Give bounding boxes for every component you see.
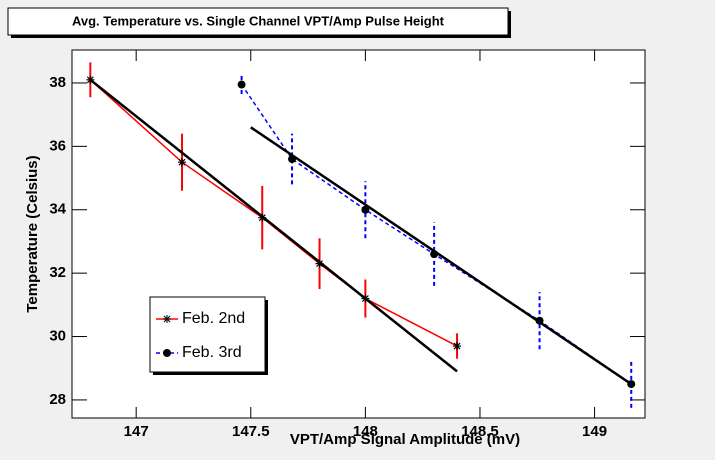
point: [361, 205, 370, 214]
y-tick-label: 36: [49, 137, 66, 154]
y-axis-label: Temperature (Celsius): [24, 155, 41, 312]
x-axis-label: VPT/Amp Signal Amplitude (mV): [290, 431, 520, 448]
legend-label: Feb. 2nd: [182, 310, 245, 327]
x-tick-label: 148: [353, 423, 378, 440]
series-line: [240, 84, 632, 385]
title-box: [7, 7, 509, 36]
y-tick-label: 30: [49, 328, 66, 345]
fit-line: [89, 78, 458, 373]
x-tick-label: 147.5: [232, 423, 270, 440]
point: [237, 80, 246, 89]
point: [86, 75, 95, 84]
x-tick-label: 148.5: [461, 423, 499, 440]
y-tick-label: 32: [49, 264, 66, 281]
x-tick-label: 149: [582, 423, 607, 440]
legend-box: [149, 296, 266, 373]
legend-marker: [163, 349, 171, 357]
y-tick-label: 34: [49, 201, 66, 218]
x-tick-label: 147: [124, 423, 149, 440]
y-tick-label: 38: [49, 74, 66, 91]
legend-marker: [163, 315, 171, 323]
chart-title: Avg. Temperature vs. Single Channel VPT/…: [72, 13, 445, 28]
legend-label: Feb. 3rd: [182, 344, 242, 361]
point: [178, 158, 187, 167]
point: [453, 342, 462, 351]
fit-line: [250, 126, 632, 386]
y-tick-label: 28: [49, 391, 66, 408]
